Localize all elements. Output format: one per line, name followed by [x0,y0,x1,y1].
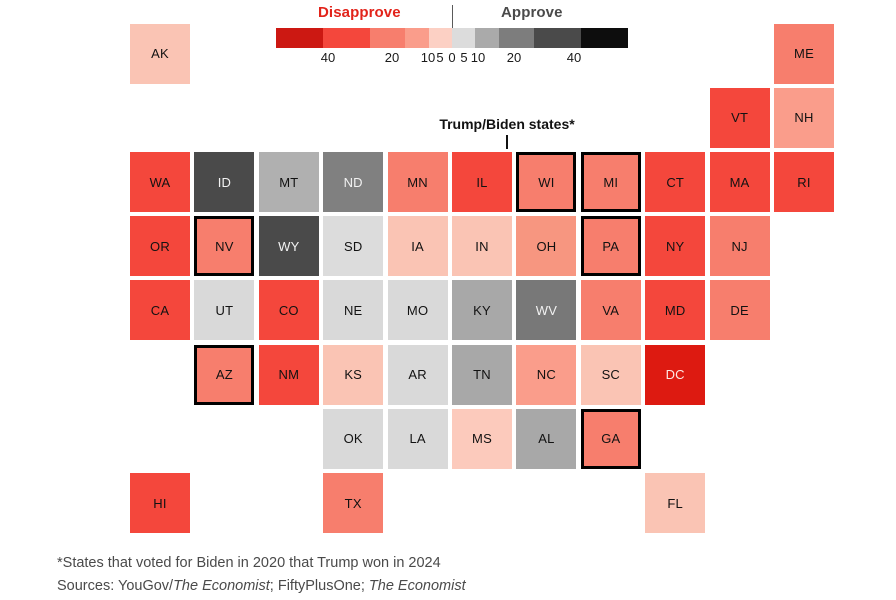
state-cell-wi[interactable]: WI [516,152,577,212]
state-cell-nc[interactable]: NC [516,344,577,405]
state-cell-ct[interactable]: CT [645,152,706,212]
legend-tick-3: 5 [436,50,444,65]
state-cell-nd[interactable]: ND [323,152,384,212]
state-cell-nh[interactable]: NH [774,87,834,148]
legend-tick-6: 10 [470,50,486,65]
legend-swatch-5 [452,28,476,48]
state-cell-tn[interactable]: TN [452,344,512,405]
state-cell-mn[interactable]: MN [387,152,448,212]
legend-swatch-7 [498,28,535,48]
legend-swatch-2 [369,28,406,48]
state-cell-ri[interactable]: RI [774,152,834,212]
legend-tick-1: 20 [384,50,400,65]
state-cell-pa[interactable]: PA [580,216,641,277]
legend-tick-4: 0 [448,50,456,65]
legend-swatch-4 [428,28,453,48]
annotation-label: Trump/Biden states* [439,116,575,132]
legend-tick-0: 40 [320,50,336,65]
state-cell-ar[interactable]: AR [387,344,448,405]
state-cell-de[interactable]: DE [709,280,770,341]
footnote-asterisk: *States that voted for Biden in 2020 tha… [57,555,441,571]
footnote-sources: Sources: YouGov/The Economist; FiftyPlus… [57,575,757,598]
legend-tick-5: 5 [460,50,468,65]
legend-swatch-6 [475,28,499,48]
state-cell-md[interactable]: MD [645,280,706,341]
legend-swatch-9 [581,28,629,48]
state-cell-wa[interactable]: WA [130,152,190,212]
state-cell-ma[interactable]: MA [709,152,770,212]
state-cell-id[interactable]: ID [194,152,255,212]
state-cell-nj[interactable]: NJ [709,216,770,277]
legend-tick-labels: 40 20 10 5 0 5 10 20 40 [276,50,628,68]
legend-disapprove-label: Disapprove [318,4,401,21]
legend-color-bar [276,28,629,48]
state-cell-ms[interactable]: MS [452,408,512,469]
state-cell-oh[interactable]: OH [516,216,577,277]
state-cell-ia[interactable]: IA [387,216,448,277]
legend-zero-tick-line [452,5,453,43]
state-cell-sc[interactable]: SC [580,344,641,405]
state-cell-nm[interactable]: NM [258,344,319,405]
trump-biden-states-annotation: Trump/Biden states* [392,116,622,149]
state-cell-mt[interactable]: MT [258,152,319,212]
state-cell-ut[interactable]: UT [194,280,255,341]
state-cell-tx[interactable]: TX [323,473,384,533]
state-cell-il[interactable]: IL [452,152,512,212]
state-cell-la[interactable]: LA [387,408,448,469]
footnotes: *States that voted for Biden in 2020 tha… [57,552,757,598]
state-cell-vt[interactable]: VT [709,87,770,148]
state-cell-wy[interactable]: WY [258,216,319,277]
legend-tick-8: 40 [566,50,582,65]
annotation-leader-line [506,135,508,149]
sources-pub-1: The Economist [173,578,270,595]
state-cell-ca[interactable]: CA [130,280,190,341]
state-cell-ak[interactable]: AK [130,23,190,84]
legend-titles: Disapprove Approve [276,0,628,26]
state-cell-mi[interactable]: MI [580,152,641,212]
state-cell-co[interactable]: CO [258,280,319,341]
sources-pub-2: The Economist [368,578,466,595]
legend-tick-7: 20 [506,50,522,65]
state-cell-fl[interactable]: FL [645,473,706,533]
state-cell-in[interactable]: IN [452,216,512,277]
legend-tick-2: 10 [420,50,436,65]
color-legend: Disapprove Approve 40 20 10 5 0 5 10 20 40 [276,0,629,70]
sources-middle: ; FiftyPlusOne; [269,578,369,595]
state-cell-ga[interactable]: GA [580,408,641,469]
state-cell-ny[interactable]: NY [645,216,706,277]
state-cell-mo[interactable]: MO [387,280,448,341]
state-cell-al[interactable]: AL [516,408,577,469]
state-cell-va[interactable]: VA [580,280,641,341]
state-cell-az[interactable]: AZ [194,344,255,405]
state-cell-ok[interactable]: OK [323,408,384,469]
state-cell-me[interactable]: ME [774,23,834,84]
state-cell-ne[interactable]: NE [323,280,384,341]
state-cartogram: AK ME VT NH WA ID MT ND MN IL WI MI CT MA RI OR NV WY SD IA… [130,23,834,533]
legend-swatch-1 [322,28,370,48]
state-cell-wv[interactable]: WV [516,280,577,341]
state-cell-hi[interactable]: HI [130,473,190,533]
legend-approve-label: Approve [501,4,563,21]
state-cell-nv[interactable]: NV [194,216,255,277]
state-cell-ks[interactable]: KS [323,344,384,405]
state-cell-ky[interactable]: KY [452,280,512,341]
legend-swatch-0 [276,28,323,48]
sources-prefix: Sources: YouGov/ [57,578,174,595]
state-cell-dc[interactable]: DC [645,344,706,405]
legend-swatch-8 [534,28,582,48]
state-cell-or[interactable]: OR [130,216,190,277]
state-cell-sd[interactable]: SD [323,216,384,277]
legend-swatch-3 [405,28,429,48]
